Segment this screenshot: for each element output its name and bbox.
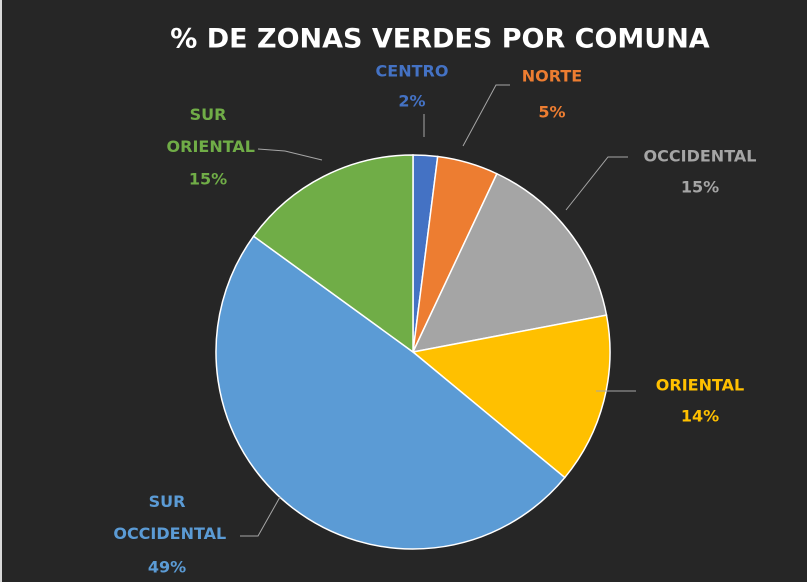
leader-line [257,148,323,161]
category-label: CENTRO [376,62,449,81]
leader-line [240,496,281,537]
value-label: 15% [681,178,719,197]
category-label: SUR ORIENTAL [161,105,255,156]
value-label: 15% [189,170,227,189]
frame-edge [0,0,2,582]
pie-slice [252,154,414,354]
category-label: OCCIDENTAL [644,147,757,166]
category-label: NORTE [522,67,582,86]
pie-slice [411,172,608,354]
pie-slice [411,314,611,479]
value-label: 5% [538,103,565,122]
leader-line [462,84,510,147]
value-label: 14% [681,407,719,426]
value-label: 2% [398,92,425,111]
chart-title: % DE ZONAS VERDES POR COMUNA [170,24,709,55]
category-label: ORIENTAL [656,376,744,395]
value-label: 49% [148,558,186,577]
leader-line [565,156,628,211]
pie-slice [215,235,566,550]
category-label: SUR OCCIDENTAL [108,492,226,543]
